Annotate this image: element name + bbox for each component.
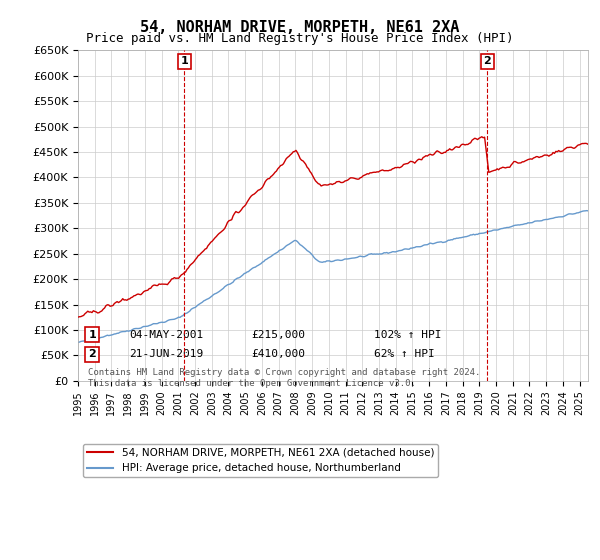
Text: 54, NORHAM DRIVE, MORPETH, NE61 2XA: 54, NORHAM DRIVE, MORPETH, NE61 2XA: [140, 20, 460, 35]
Text: 2: 2: [88, 349, 96, 360]
Text: 21-JUN-2019: 21-JUN-2019: [129, 349, 203, 360]
Text: £410,000: £410,000: [251, 349, 305, 360]
Text: 62% ↑ HPI: 62% ↑ HPI: [374, 349, 434, 360]
Legend: 54, NORHAM DRIVE, MORPETH, NE61 2XA (detached house), HPI: Average price, detach: 54, NORHAM DRIVE, MORPETH, NE61 2XA (det…: [83, 444, 439, 477]
Text: 04-MAY-2001: 04-MAY-2001: [129, 330, 203, 339]
Text: 2: 2: [483, 57, 491, 67]
Text: £215,000: £215,000: [251, 330, 305, 339]
Text: Contains HM Land Registry data © Crown copyright and database right 2024.
This d: Contains HM Land Registry data © Crown c…: [88, 368, 481, 388]
Text: 1: 1: [181, 57, 188, 67]
Text: 1: 1: [88, 330, 96, 339]
Text: 102% ↑ HPI: 102% ↑ HPI: [374, 330, 441, 339]
Text: Price paid vs. HM Land Registry's House Price Index (HPI): Price paid vs. HM Land Registry's House …: [86, 32, 514, 45]
